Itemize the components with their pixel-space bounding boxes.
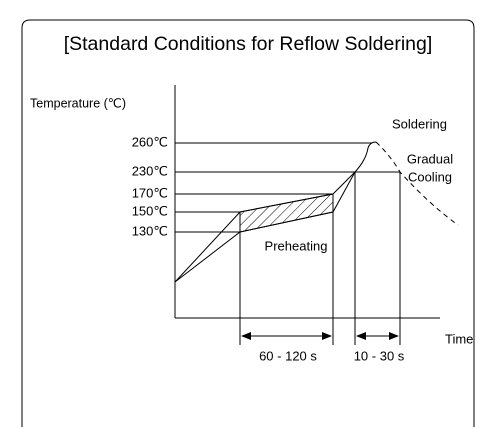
title: [Standard Conditions for Reflow Solderin… <box>64 33 433 55</box>
temp-label: 260℃ <box>132 134 168 149</box>
temp-label: 150℃ <box>132 203 168 218</box>
preheating-label: Preheating <box>265 238 328 253</box>
temp-label: 170℃ <box>132 185 168 200</box>
temp-label: 130℃ <box>132 223 168 238</box>
duration-label: 10 - 30 s <box>354 348 405 363</box>
guide-lines <box>175 142 401 345</box>
y-axis-label: Temperature (℃) <box>30 96 126 110</box>
soldering-label: Soldering <box>392 116 447 131</box>
temp-label: 230℃ <box>132 163 168 178</box>
cooling-label: Cooling <box>408 169 452 184</box>
axes <box>174 85 440 319</box>
profile <box>174 141 459 283</box>
preheat-band <box>239 193 334 233</box>
cooling-label: Gradual <box>407 151 453 166</box>
frame <box>21 19 475 427</box>
x-axis-label: Time <box>445 331 473 346</box>
duration-label: 60 - 120 s <box>259 348 317 363</box>
